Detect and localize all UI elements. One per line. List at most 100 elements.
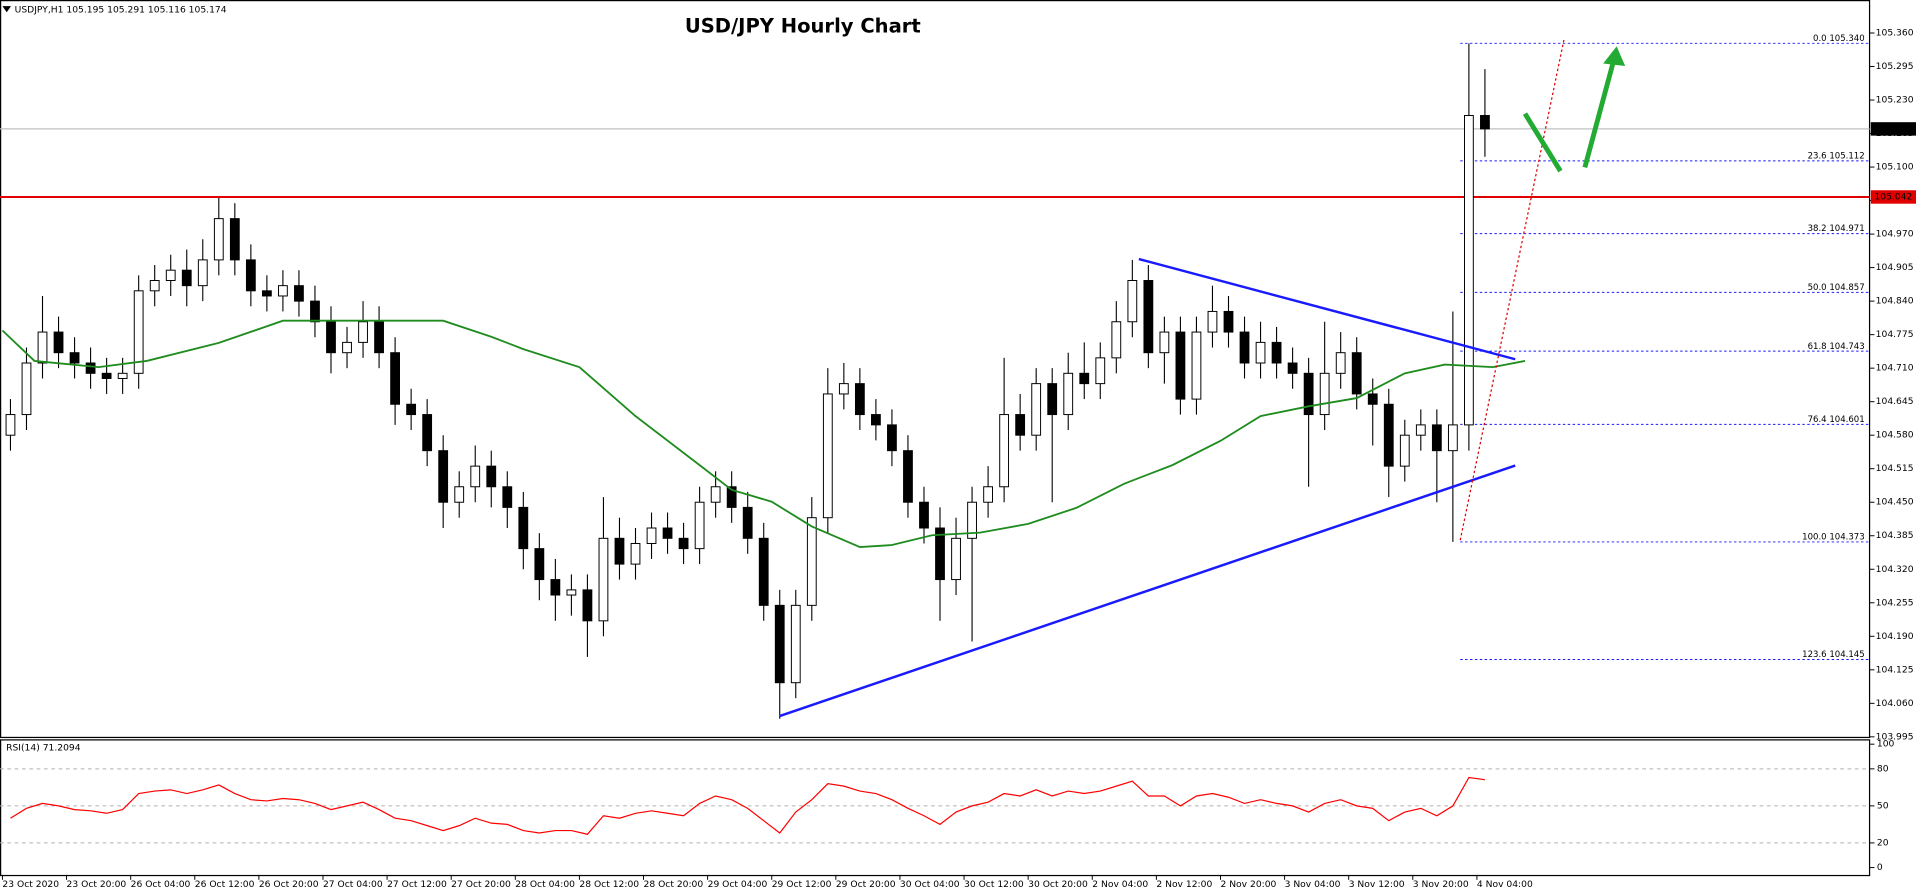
- y-tick-label: 104.515: [1876, 463, 1914, 474]
- candle-body: [165, 269, 176, 281]
- y-tick-label: 104.125: [1876, 664, 1914, 675]
- moving-average: [1, 319, 1526, 549]
- candle-body: [53, 331, 64, 354]
- candle-body: [790, 604, 801, 684]
- price-tag-label: 105.042: [1874, 191, 1912, 202]
- fib-base-line: [1459, 38, 1565, 541]
- x-tick-label: 29 Oct 04:00: [708, 879, 768, 890]
- x-tick-label: 2 Nov 20:00: [1220, 879, 1276, 890]
- candle-body: [1335, 352, 1346, 374]
- candle-body: [1063, 372, 1074, 416]
- candle-body: [598, 537, 609, 622]
- y-tick-label: 105.100: [1876, 162, 1914, 173]
- candle-body: [887, 424, 897, 452]
- candle-body: [406, 403, 417, 416]
- grid-layer: 105.360105.295105.230105.165105.100105.0…: [0, 28, 1914, 890]
- candle-body: [1383, 403, 1394, 467]
- support-trend-line: [779, 464, 1516, 718]
- candle-body: [438, 450, 449, 503]
- chart-title: USD/JPY Hourly Chart: [685, 14, 921, 37]
- price-panel-frame: [0, 0, 1871, 739]
- fib-level-label: 76.4 104.601: [1808, 415, 1865, 425]
- candle-body: [422, 414, 433, 452]
- candle-body: [838, 383, 849, 395]
- rsi-y-tick-label: 50: [1877, 800, 1889, 811]
- x-tick-label: 27 Oct 12:00: [387, 879, 447, 890]
- y-tick-label: 104.970: [1876, 229, 1914, 240]
- price-tag-layer: 105.174 105.042: [1870, 122, 1916, 204]
- candle-body: [326, 321, 336, 354]
- fib-level-label: 61.8 104.743: [1808, 342, 1865, 352]
- x-tick-label: 27 Oct 04:00: [323, 879, 383, 890]
- candle-body: [1303, 372, 1314, 416]
- candle-body: [935, 527, 945, 581]
- candle-body: [1047, 383, 1058, 416]
- candle-body: [85, 362, 96, 374]
- candle-body: [1319, 372, 1330, 416]
- header-icon: [2, 6, 11, 13]
- candle-body: [149, 280, 160, 292]
- x-tick-label: 23 Oct 2020: [2, 879, 59, 890]
- candle-body: [566, 589, 577, 596]
- symbol-header: USDJPY,H1 105.195 105.291 105.116 105.17…: [15, 4, 227, 15]
- candle-body: [101, 372, 112, 379]
- candle-body: [1287, 362, 1298, 374]
- x-tick-label: 28 Oct 12:00: [579, 879, 639, 890]
- candle-body: [550, 579, 561, 596]
- fib-level-label: 100.0 104.373: [1802, 533, 1865, 543]
- candle-body: [1415, 424, 1426, 436]
- x-tick-label: 30 Oct 12:00: [964, 879, 1024, 890]
- candle-body: [1255, 341, 1266, 364]
- candle-body: [774, 604, 785, 684]
- candle-body: [534, 548, 545, 581]
- candle-body: [1351, 352, 1362, 395]
- candle-body: [310, 300, 320, 323]
- x-tick-label: 27 Oct 20:00: [451, 879, 511, 890]
- candle-body: [1143, 280, 1154, 354]
- candle-body: [245, 259, 256, 292]
- candle-body: [390, 352, 400, 405]
- fib-level-label: 50.0 104.857: [1808, 283, 1865, 293]
- y-tick-label: 104.710: [1876, 363, 1914, 374]
- candle-body: [1079, 372, 1090, 385]
- x-tick-label: 3 Nov 12:00: [1349, 879, 1405, 890]
- x-tick-label: 28 Oct 20:00: [644, 879, 704, 890]
- x-tick-label: 29 Oct 20:00: [836, 879, 896, 890]
- candle-body: [518, 506, 529, 550]
- x-tick-label: 29 Oct 12:00: [772, 879, 832, 890]
- candle-body: [919, 501, 929, 529]
- y-tick-label: 104.320: [1876, 564, 1914, 575]
- candle-body: [133, 290, 144, 374]
- candle-body: [1159, 331, 1170, 354]
- x-tick-label: 4 Nov 04:00: [1477, 879, 1533, 890]
- y-tick-label: 104.645: [1876, 396, 1914, 407]
- candle-body: [1399, 434, 1410, 467]
- candle-body: [678, 537, 689, 550]
- candle-body: [1239, 331, 1250, 364]
- candle-body: [999, 414, 1010, 488]
- candle-body: [294, 285, 304, 302]
- candle-body: [1447, 424, 1458, 452]
- candle-body: [5, 414, 16, 436]
- candle-body: [229, 218, 240, 261]
- price-tag-box: [1870, 190, 1916, 204]
- green-arrow-head: [1603, 46, 1626, 66]
- y-tick-label: 104.580: [1876, 430, 1914, 441]
- candle-body: [37, 331, 48, 364]
- candle-body: [582, 589, 593, 622]
- x-tick-label: 2 Nov 12:00: [1156, 879, 1212, 890]
- x-tick-label: 30 Oct 20:00: [1028, 879, 1088, 890]
- candle-body: [1480, 115, 1490, 130]
- y-tick-label: 104.255: [1876, 597, 1914, 608]
- candle-body: [278, 285, 288, 297]
- y-tick-label: 105.295: [1876, 61, 1914, 72]
- candle-body: [502, 486, 513, 508]
- rsi-title: RSI(14) 71.2094: [6, 742, 81, 753]
- resistance-trend-line: [1138, 257, 1516, 361]
- y-tick-label: 103.995: [1876, 731, 1914, 742]
- y-tick-label: 104.190: [1876, 631, 1914, 642]
- candle-body: [1031, 383, 1042, 436]
- rsi-y-tick-label: 80: [1877, 763, 1889, 774]
- y-tick-label: 104.905: [1876, 262, 1914, 273]
